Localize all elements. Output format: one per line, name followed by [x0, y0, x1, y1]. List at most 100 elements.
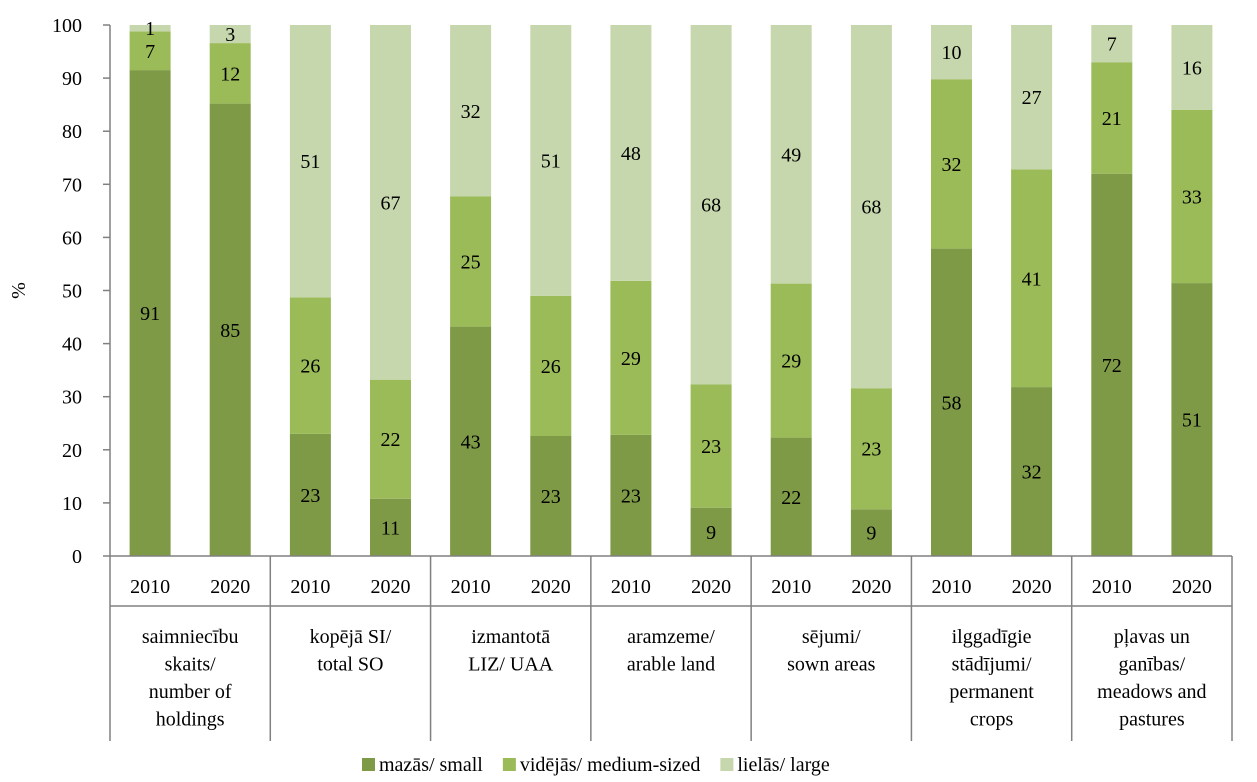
data-label: 32: [1022, 462, 1042, 484]
data-label: 32: [461, 101, 481, 123]
data-label: 48: [621, 143, 641, 165]
data-labels-layer: 9171851232326511122674325322326512329489…: [140, 18, 1202, 544]
bar-segment-medium: [209, 43, 251, 104]
bar-segment-medium: [1011, 169, 1053, 388]
y-tick-label: 0: [72, 546, 82, 568]
x-year-label: 2010: [451, 576, 491, 598]
x-year-label: 2010: [130, 576, 170, 598]
data-label: 68: [861, 197, 881, 219]
data-label: 32: [942, 154, 962, 176]
bar-segment-small: [209, 103, 251, 556]
bar-segment-medium: [289, 297, 331, 434]
x-group-label: pastures: [1119, 709, 1185, 731]
x-year-label: 2020: [691, 576, 731, 598]
bar-segment-large: [370, 25, 411, 380]
x-group-label: total SO: [317, 654, 383, 676]
bar-segment-large: [610, 25, 652, 281]
bar-segment-small: [450, 326, 492, 556]
x-group-label: skaits/: [165, 654, 217, 676]
bar-segment-medium: [690, 384, 732, 508]
legend-swatch: [502, 758, 516, 771]
data-label: 51: [300, 151, 320, 173]
data-label: 33: [1182, 187, 1202, 209]
x-group-label: pļavas un: [1114, 626, 1190, 648]
x-group-label: permanent: [949, 681, 1034, 703]
x-group-label: kopējā SI/: [310, 626, 392, 648]
bar-segment-small: [770, 437, 812, 556]
x-group-label: holdings: [156, 709, 225, 731]
data-label: 91: [140, 303, 160, 325]
bar-segment-large: [289, 25, 331, 298]
y-tick-label: 50: [62, 281, 82, 303]
y-tick-label: 80: [62, 121, 82, 143]
x-group-label: LIZ/ UAA: [468, 654, 554, 676]
legend-label: mazās/ small: [379, 754, 483, 776]
data-label: 49: [781, 144, 801, 166]
axes-layer: 0 10 20 30 40 50 60 70 80 90 100% 2010 2020 saimniecī…: [8, 15, 1233, 741]
y-tick-label: 20: [62, 440, 82, 462]
data-label: 41: [1022, 268, 1042, 290]
bar-segment-small: [129, 70, 171, 556]
bar-segment-medium: [450, 196, 492, 327]
bar-segment-medium: [931, 79, 972, 249]
bar-segment-small: [289, 433, 331, 556]
y-tick-label: 90: [62, 68, 82, 90]
data-label: 23: [861, 439, 881, 461]
bar-segment-medium: [1091, 62, 1133, 174]
bar-segment-small: [1091, 173, 1133, 556]
x-group-label: sējumi/: [802, 626, 861, 648]
x-group-label: crops: [970, 709, 1014, 731]
x-group-label: sown areas: [787, 654, 876, 676]
x-group-label: arable land: [627, 654, 715, 676]
data-label: 72: [1102, 355, 1122, 377]
x-year-label: 2010: [290, 576, 330, 598]
x-group-label: izmantotā: [471, 626, 550, 648]
data-label: 43: [461, 431, 481, 453]
x-year-label: 2020: [851, 576, 891, 598]
data-label: 10: [942, 42, 962, 64]
bar-segment-small: [1011, 387, 1053, 556]
bar-segment-small: [850, 509, 892, 556]
data-label: 25: [461, 252, 481, 274]
y-axis-title: %: [8, 282, 30, 299]
bar-segment-medium: [770, 283, 812, 438]
data-label: 9: [706, 522, 716, 544]
bar-segment-large: [1171, 25, 1213, 110]
data-label: 7: [1107, 34, 1117, 56]
y-tick-label: 100: [52, 15, 82, 37]
bar-segment-small: [931, 248, 972, 556]
bar-segment-small: [1171, 283, 1213, 556]
data-label: 51: [1182, 410, 1202, 432]
bar-segment-medium: [1171, 110, 1213, 284]
x-group-label: ganības/: [1119, 654, 1186, 676]
data-label: 23: [621, 486, 641, 508]
data-label: 67: [381, 192, 401, 214]
x-group-label: ilggadīgie: [952, 626, 1032, 648]
data-label: 22: [381, 429, 401, 451]
data-label: 27: [1022, 87, 1042, 109]
x-year-label: 2010: [771, 576, 811, 598]
data-label: 58: [942, 392, 962, 414]
bar-segment-medium: [530, 295, 572, 436]
data-label: 9: [866, 523, 876, 545]
x-year-label: 2010: [932, 576, 972, 598]
data-label: 85: [220, 320, 240, 342]
data-label: 26: [541, 356, 561, 378]
x-year-label: 2010: [1092, 576, 1132, 598]
data-label: 12: [220, 63, 240, 85]
bar-segment-large: [530, 25, 572, 296]
x-group-label: stādījumi/: [952, 654, 1032, 676]
bars-layer: [129, 25, 1213, 556]
data-label: 23: [541, 486, 561, 508]
x-group-label: saimniecību: [142, 626, 239, 648]
y-tick-label: 70: [62, 174, 82, 196]
data-label: 22: [781, 487, 801, 509]
data-label: 3: [225, 24, 235, 46]
bar-segment-medium: [850, 388, 892, 510]
x-group-label: number of: [149, 681, 232, 703]
data-label: 1: [145, 18, 155, 40]
x-group-label: meadows and: [1097, 681, 1206, 703]
data-label: 68: [701, 195, 721, 217]
data-label: 23: [701, 436, 721, 458]
